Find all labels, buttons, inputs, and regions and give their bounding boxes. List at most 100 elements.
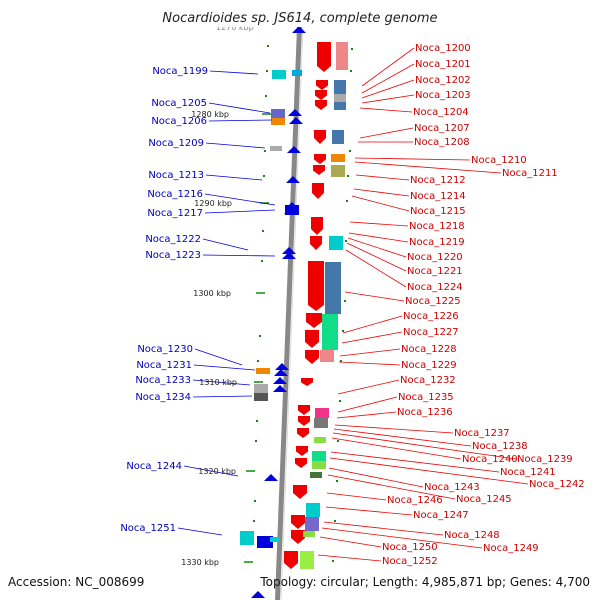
leader-line-noca-1245 (327, 474, 456, 500)
forward-gene-arrow-15 (301, 378, 313, 386)
leader-line-noca-1225 (344, 291, 405, 302)
right-feature-block-13 (314, 418, 328, 428)
leader-line-noca-1216 (204, 193, 276, 206)
forward-gene-arrow-2 (316, 80, 328, 90)
forward-gene-arrow-12 (306, 313, 322, 328)
reverse-gene-block-1 (285, 205, 299, 215)
track-tick-17 (347, 175, 349, 177)
right-feature-block-4 (334, 102, 346, 110)
leader-line-noca-1236 (336, 411, 397, 419)
leader-line-noca-1205 (208, 102, 271, 114)
gene-label-noca-1207: Noca_1207 (414, 123, 470, 134)
forward-gene-arrow-24 (284, 551, 298, 569)
gene-label-noca-1219: Noca_1219 (409, 237, 465, 248)
gene-label-noca-1243: Noca_1243 (424, 482, 480, 493)
reverse-gene-arrow-4 (287, 146, 301, 153)
right-feature-block-5 (332, 130, 344, 144)
track-tick-20 (344, 300, 346, 302)
left-feature-block-7 (254, 384, 268, 393)
forward-gene-arrow-23 (291, 530, 305, 544)
track-tick-6 (262, 230, 264, 232)
left-feature-block-5 (270, 146, 282, 151)
leader-line-noca-1251 (177, 527, 223, 536)
gene-label-noca-1250: Noca_1250 (382, 542, 438, 553)
gene-label-noca-1235: Noca_1235 (398, 392, 454, 403)
gene-label-noca-1213: Noca_1213 (148, 170, 204, 181)
gene-label-noca-1217: Noca_1217 (147, 208, 203, 219)
reverse-gene-arrow-2 (288, 109, 302, 116)
track-tick-24 (337, 440, 339, 442)
leader-line-noca-1228 (339, 348, 401, 357)
leader-line-noca-1224 (345, 249, 407, 288)
leader-line-noca-1242 (329, 457, 529, 485)
reverse-gene-arrow-9 (282, 252, 296, 259)
leader-line-noca-1235 (337, 396, 398, 413)
gene-label-noca-1231: Noca_1231 (136, 360, 192, 371)
gene-label-noca-1249: Noca_1249 (483, 543, 539, 554)
forward-gene-arrow-18 (297, 428, 309, 438)
forward-gene-arrow-1 (317, 42, 331, 72)
forward-gene-arrow-20 (295, 458, 307, 468)
page-title: Nocardioides sp. JS614, complete genome (162, 11, 437, 26)
gene-label-noca-1228: Noca_1228 (401, 344, 457, 355)
track-tick-9 (257, 360, 259, 362)
track-tick-16 (349, 150, 351, 152)
leader-line-noca-1200 (361, 47, 415, 87)
leader-line-noca-1250 (319, 536, 382, 548)
gene-label-noca-1202: Noca_1202 (415, 75, 471, 86)
gene-label-noca-1229: Noca_1229 (401, 360, 457, 371)
reverse-gene-arrow-8 (282, 247, 296, 254)
track-tick-4 (264, 150, 266, 152)
leader-line-noca-1241 (330, 451, 500, 473)
forward-gene-arrow-11 (308, 261, 324, 311)
leader-line-noca-1239 (332, 432, 517, 460)
track-tick-21 (342, 330, 344, 332)
gene-label-noca-1203: Noca_1203 (415, 90, 471, 101)
reverse-gene-arrow-12 (273, 377, 287, 384)
gene-label-noca-1244: Noca_1244 (126, 461, 182, 472)
leader-line-noca-1204 (359, 107, 413, 113)
gene-label-noca-1237: Noca_1237 (454, 428, 510, 439)
forward-gene-arrow-14 (305, 350, 319, 364)
gene-label-noca-1230: Noca_1230 (137, 344, 193, 355)
gene-label-noca-1209: Noca_1209 (148, 138, 204, 149)
gene-label-noca-1234: Noca_1234 (135, 392, 191, 403)
leader-line-noca-1240 (331, 437, 462, 460)
track-tick-15 (350, 70, 352, 72)
leader-line-noca-1238 (333, 428, 472, 447)
accession-text: Accession: NC_008699 (8, 575, 144, 589)
reverse-gene-arrow-10 (275, 363, 289, 370)
gene-label-noca-1246: Noca_1246 (387, 495, 443, 506)
gene-label-noca-1211: Noca_1211 (502, 168, 558, 179)
leader-line-noca-1202 (361, 79, 415, 99)
gene-label-noca-1218: Noca_1218 (409, 221, 465, 232)
leader-line-noca-1244 (183, 465, 239, 477)
leader-line-noca-1226 (342, 315, 403, 334)
gene-label-noca-1210: Noca_1210 (471, 155, 527, 166)
gene-label-noca-1212: Noca_1212 (410, 175, 466, 186)
gene-label-noca-1247: Noca_1247 (413, 510, 469, 521)
reverse-gene-arrow-13 (273, 385, 287, 392)
track-tick-5 (263, 175, 265, 177)
leader-line-noca-1229 (338, 361, 401, 366)
reverse-gene-arrow-14 (264, 474, 278, 481)
gene-label-noca-1221: Noca_1221 (407, 266, 463, 277)
right-feature-block-12 (315, 408, 329, 418)
kbp-tick-label-1: 1280 kbp (191, 110, 229, 119)
track-tick-26 (334, 520, 336, 522)
forward-gene-arrow-17 (298, 416, 310, 426)
gene-label-noca-1236: Noca_1236 (397, 407, 453, 418)
gene-label-noca-1206: Noca_1206 (151, 116, 207, 127)
forward-gene-arrow-9 (311, 217, 323, 235)
label-leader-lines (177, 47, 529, 562)
forward-gene-arrow-4 (315, 100, 327, 110)
forward-gene-arrow-7 (313, 165, 325, 175)
forward-gene-arrow-13 (305, 330, 319, 348)
kbp-tick-label-2: 1290 kbp (194, 199, 232, 208)
gene-label-noca-1205: Noca_1205 (151, 98, 207, 109)
leader-line-noca-1230 (194, 348, 243, 366)
reverse-gene-block-2 (257, 536, 273, 548)
track-tick-7 (261, 260, 263, 262)
right-feature-block-7 (331, 165, 345, 177)
leader-line-noca-1246 (326, 492, 387, 501)
